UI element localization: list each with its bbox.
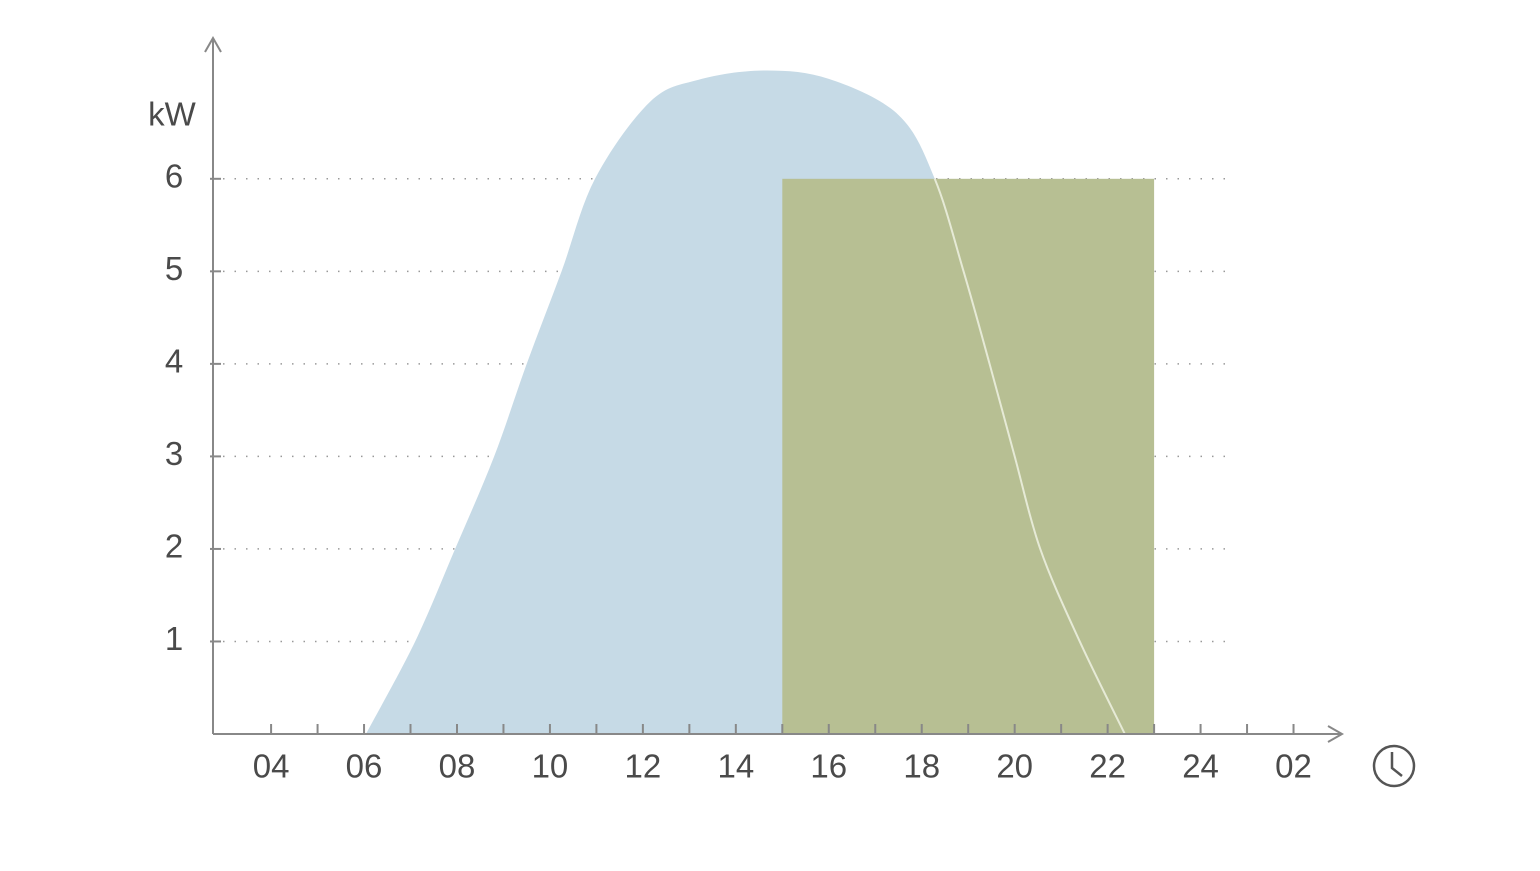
y-tick-label: 5: [165, 250, 183, 287]
x-tick-label: 12: [625, 748, 662, 785]
x-tick-label: 10: [532, 748, 569, 785]
y-tick-label: 4: [165, 343, 183, 380]
block: [782, 178, 1155, 735]
plot-area: [223, 70, 1230, 735]
y-axis-arrow: [204, 35, 222, 53]
x-axis-arrow: [1327, 725, 1345, 743]
y-tick-label: 2: [165, 528, 183, 565]
y-tick-label: 1: [165, 620, 183, 657]
y-tick-label: 6: [165, 158, 183, 195]
x-tick-label: 08: [439, 748, 476, 785]
x-tick-label: 06: [346, 748, 383, 785]
clock-icon: [1372, 744, 1416, 788]
x-tick-label: 02: [1275, 748, 1312, 785]
x-tick-label: 20: [996, 748, 1033, 785]
area-outline: [933, 178, 1126, 735]
y-tick-label: 3: [165, 435, 183, 472]
x-tick-label: 18: [903, 748, 940, 785]
y-axis-label: kW: [148, 96, 197, 133]
x-tick-label: 04: [253, 748, 290, 785]
x-tick-label: 24: [1182, 748, 1219, 785]
x-tick-label: 14: [717, 748, 754, 785]
x-tick-label: 16: [810, 748, 847, 785]
x-tick-label: 22: [1089, 748, 1126, 785]
